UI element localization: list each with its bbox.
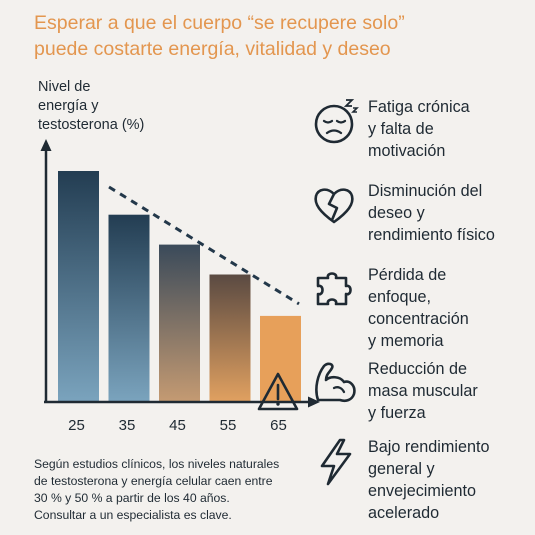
x-tick-label-65: 65 <box>270 417 287 434</box>
effect-line: acelerado <box>368 504 440 522</box>
footnote-line: de testosterona y energía celular caen e… <box>34 474 273 488</box>
bar-65 <box>260 315 301 401</box>
footnote: Según estudios clínicos, los niveles nat… <box>34 456 324 524</box>
effect-item-desire: Disminución del deseo y rendimiento físi… <box>308 176 530 256</box>
effect-line: masa muscular <box>368 382 478 400</box>
footnote-line: Según estudios clínicos, los niveles nat… <box>34 457 280 471</box>
y-axis-label-line-2: energía y <box>38 98 99 114</box>
effect-item-muscle: Reducción de masa muscular y fuerza <box>308 354 530 434</box>
footnote-line: 30 % y 50 % a partir de los 40 años. <box>34 491 230 505</box>
title-line-2: puede costarte energía, vitalidad y dese… <box>34 38 391 60</box>
x-tick-label-35: 35 <box>119 417 136 434</box>
flexed-arm-icon <box>315 362 356 403</box>
effect-line: y fuerza <box>368 404 426 422</box>
y-axis-label-line-1: Nivel de <box>38 79 91 95</box>
x-axis-arrow <box>308 396 320 408</box>
title-line-1: Esperar a que el cuerpo “se recupere sol… <box>34 12 405 34</box>
tired-face-icon <box>314 99 359 144</box>
effect-line: y memoria <box>368 332 444 350</box>
effect-item-performance: Bajo rendimiento general y envejecimient… <box>308 432 530 522</box>
footnote-line: Consultar a un especialista es clave. <box>34 508 232 522</box>
y-axis-label: Nivel de energía y testosterona (%) <box>38 78 188 135</box>
effect-item-fatigue: Fatiga crónica y falta de motivación <box>308 92 530 172</box>
trend-line <box>108 185 300 306</box>
effect-line: y falta de <box>368 120 434 138</box>
bars-group <box>58 171 301 401</box>
effect-text: Bajo rendimiento general y envejecimient… <box>368 436 530 524</box>
effect-line: motivación <box>368 142 446 160</box>
effect-text: Pérdida de enfoque, concentración y memo… <box>368 264 530 352</box>
effect-line: rendimiento físico <box>368 226 495 244</box>
lightning-bolt-icon <box>320 438 352 486</box>
effect-line: envejecimiento <box>368 482 476 500</box>
x-tick-label-45: 45 <box>169 417 186 434</box>
broken-heart-icon <box>314 188 354 224</box>
bar-45 <box>159 244 200 401</box>
y-axis-arrow <box>40 139 52 151</box>
effect-line: concentración <box>368 310 469 328</box>
bar-55 <box>209 274 251 401</box>
bar-25 <box>58 171 99 401</box>
effect-line: general y <box>368 460 435 478</box>
page-title: Esperar a que el cuerpo “se recupere sol… <box>34 10 514 62</box>
bar-35 <box>108 214 150 401</box>
effect-text: Fatiga crónica y falta de motivación <box>368 96 530 162</box>
effect-line: Bajo rendimiento <box>368 438 490 456</box>
effect-text: Disminución del deseo y rendimiento físi… <box>368 180 530 246</box>
x-tick-label-25: 25 <box>68 417 85 434</box>
effect-line: deseo y <box>368 204 425 222</box>
effect-line: Reducción de <box>368 360 467 378</box>
effect-text: Reducción de masa muscular y fuerza <box>368 358 530 424</box>
effect-line: enfoque, <box>368 288 432 306</box>
warning-icon <box>257 372 299 411</box>
effect-line: Pérdida de <box>368 266 447 284</box>
x-tick-labels: 25 35 45 55 65 <box>68 417 287 434</box>
puzzle-piece-icon <box>316 272 352 306</box>
effect-line: Fatiga crónica <box>368 98 470 116</box>
x-tick-label-55: 55 <box>220 417 237 434</box>
effect-line: Disminución del <box>368 182 483 200</box>
effect-item-focus: Pérdida de enfoque, concentración y memo… <box>308 260 530 350</box>
y-axis-label-line-3: testosterona (%) <box>38 117 145 133</box>
